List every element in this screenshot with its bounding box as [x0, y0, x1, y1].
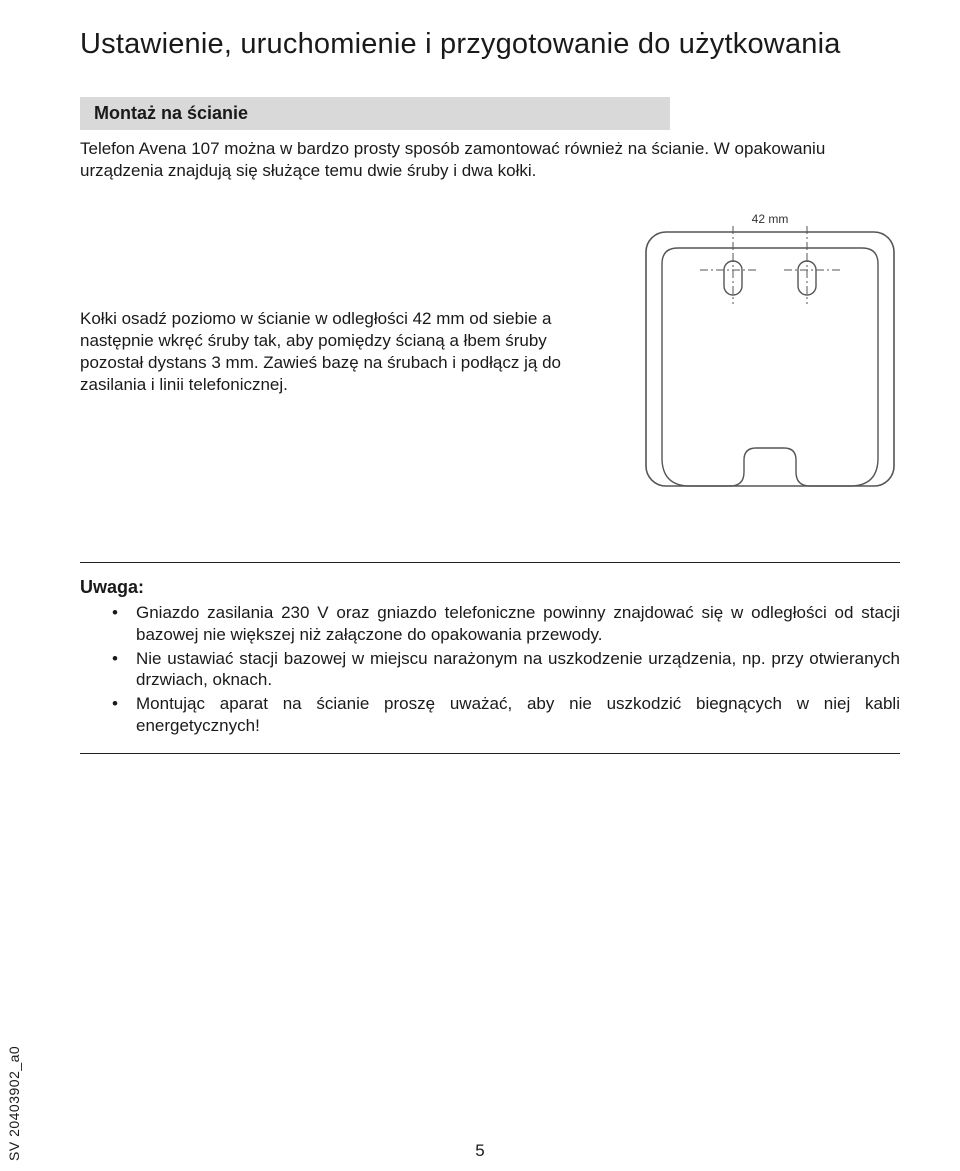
mount-diagram: 42 mm [640, 212, 900, 492]
note-heading: Uwaga: [80, 577, 900, 598]
dimension-label: 42 mm [752, 212, 789, 226]
page-title: Ustawienie, uruchomienie i przygotowanie… [80, 28, 900, 61]
divider-top [80, 562, 900, 563]
document-code: SV 20403902_a0 [6, 1046, 22, 1161]
mount-instructions: Kołki osadź poziomo w ścianie w odległoś… [80, 308, 612, 396]
list-item: Nie ustawiać stacji bazowej w miejscu na… [136, 648, 900, 692]
list-item: Montując aparat na ścianie proszę uważać… [136, 693, 900, 737]
section-heading: Montaż na ścianie [80, 97, 670, 130]
intro-paragraph: Telefon Avena 107 można w bardzo prosty … [80, 138, 900, 182]
note-list: Gniazdo zasilania 230 V oraz gniazdo tel… [80, 602, 900, 737]
page-number: 5 [475, 1141, 484, 1161]
divider-bottom [80, 753, 900, 754]
list-item: Gniazdo zasilania 230 V oraz gniazdo tel… [136, 602, 900, 646]
mount-row: Kołki osadź poziomo w ścianie w odległoś… [80, 212, 900, 492]
